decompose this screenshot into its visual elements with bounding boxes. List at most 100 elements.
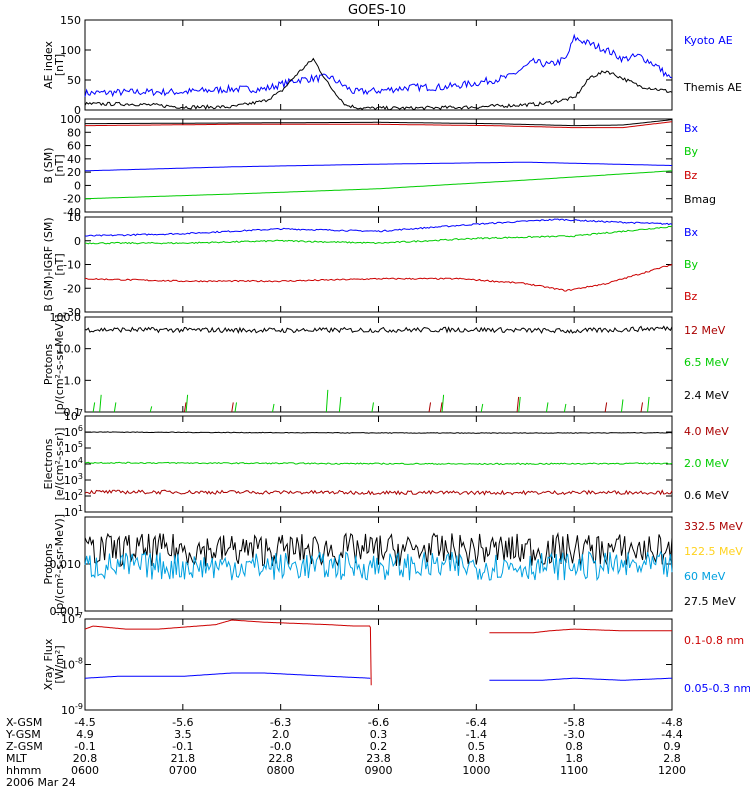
x-row-label: Z-GSM: [6, 740, 43, 753]
x-tick-value: 20.8: [73, 752, 98, 765]
x-tick-value: -4.5: [74, 716, 95, 729]
legend-label: 12 MeV: [684, 324, 726, 337]
series-line: [85, 672, 371, 679]
series-spike: [604, 402, 608, 413]
series-spike: [113, 402, 117, 413]
series-line: [85, 121, 673, 129]
series-spike: [185, 394, 189, 413]
legend-label: Kyoto AE: [684, 34, 733, 47]
series-line: [84, 431, 673, 434]
series-spike: [640, 402, 644, 413]
x-tick-value: 2.8: [663, 752, 681, 765]
series-spike: [325, 389, 329, 413]
series-line: [84, 550, 673, 582]
series-line: [489, 628, 672, 634]
legend-label: 6.5 MeV: [684, 356, 729, 369]
y-tick-label: 40: [67, 153, 81, 166]
series-spike: [516, 396, 520, 413]
y-tick-label: 0: [74, 235, 81, 248]
y-tick-label: 0: [74, 104, 81, 117]
y-axis-label: Protons: [42, 543, 55, 584]
series-line: [85, 170, 673, 200]
x-tick-value: 0.8: [468, 752, 486, 765]
x-tick-value: 1000: [462, 764, 490, 777]
legend-label: 0.6 MeV: [684, 489, 729, 502]
y-tick-label: 1.0: [64, 374, 82, 387]
y-axis-label: [nT]: [53, 54, 66, 76]
y-tick-label: 107: [64, 408, 83, 423]
y-axis-label: B (SM)-IGRF (SM): [42, 217, 55, 311]
y-tick-label: 101: [64, 504, 83, 519]
panel-ae: 0 50 100 150 AE index[nT] Kyoto AE Themis AE: [42, 14, 742, 117]
series-spike: [620, 399, 624, 413]
x-tick-value: 2.0: [272, 728, 290, 741]
y-tick-label: 100: [60, 113, 81, 126]
x-row-label: Y-GSM: [5, 728, 41, 741]
legend-label: Bmag: [684, 193, 716, 206]
y-axis-label: [nT]: [53, 253, 66, 275]
x-tick-value: 0600: [71, 764, 99, 777]
series-line: [84, 619, 372, 686]
series-spike: [545, 402, 549, 413]
legend-label: 2.0 MeV: [684, 457, 729, 470]
series-spike: [647, 396, 650, 413]
x-tick-value: -1.4: [466, 728, 487, 741]
x-tick-value: 21.8: [171, 752, 196, 765]
y-tick-label: 102: [64, 488, 83, 503]
x-tick-value: -5.6: [172, 716, 193, 729]
y-tick-label: 10-7: [61, 611, 83, 626]
legend-label: Bx: [684, 122, 699, 135]
y-tick-label: 60: [67, 140, 81, 153]
series-line: [84, 325, 673, 335]
y-tick-label: -20: [63, 193, 81, 206]
series-spike: [92, 402, 96, 413]
y-tick-label: 100.0: [50, 311, 82, 324]
series-spike: [518, 396, 521, 413]
x-tick-value: 0800: [267, 764, 295, 777]
x-tick-value: -6.3: [270, 716, 291, 729]
y-axis-label: [W/m²]: [53, 645, 66, 683]
series-line: [85, 161, 672, 172]
x-tick-value: -5.8: [563, 716, 584, 729]
series-line: [489, 677, 672, 681]
y-tick-label: 106: [64, 424, 83, 439]
y-tick-label: 10-9: [61, 702, 83, 717]
y-tick-label: 80: [67, 126, 81, 139]
series-line: [84, 218, 673, 237]
legend-label: 122.5 MeV: [684, 545, 743, 558]
y-tick-label: 0.010: [50, 558, 82, 571]
series-spike: [149, 406, 153, 413]
x-tick-value: -4.8: [661, 716, 682, 729]
x-tick-value: 0.3: [370, 728, 388, 741]
series-line: [84, 489, 673, 496]
y-tick-label: -10: [63, 259, 81, 272]
x-tick-value: 0.2: [370, 740, 388, 753]
x-tick-value: -0.0: [270, 740, 291, 753]
x-tick-value: 0.8: [565, 740, 583, 753]
legend-label: Bz: [684, 169, 698, 182]
series-spike: [183, 402, 187, 413]
legend-label: 4.0 MeV: [684, 425, 729, 438]
x-tick-value: 0.5: [468, 740, 486, 753]
x-tick-value: 1100: [560, 764, 588, 777]
y-axis-label: AE index: [42, 40, 55, 89]
y-axis-label: [p/(cm²-s-sr-MeV)]: [53, 315, 66, 415]
y-axis-label: Electrons: [42, 438, 55, 489]
series-spike: [439, 402, 443, 413]
y-axis-label: [p/(cm²-s-sr-MeV)]: [53, 514, 66, 614]
y-axis-label: Protons: [42, 344, 55, 385]
legend-label: 0.1-0.8 nm: [684, 634, 744, 647]
series-line: [84, 264, 673, 292]
y-tick-label: -20: [63, 282, 81, 295]
panel-p1: 0.1 1.0 10.0 100.0 Protons[p/(cm²-s-sr-MeV)]…: [42, 311, 729, 419]
legend-label: By: [684, 258, 699, 271]
legend-label: Bx: [684, 226, 699, 239]
y-tick-label: -40: [63, 206, 81, 219]
plot-title: GOES-10: [348, 3, 406, 18]
x-tick-value: -3.0: [563, 728, 584, 741]
y-tick-label: 0: [74, 179, 81, 192]
